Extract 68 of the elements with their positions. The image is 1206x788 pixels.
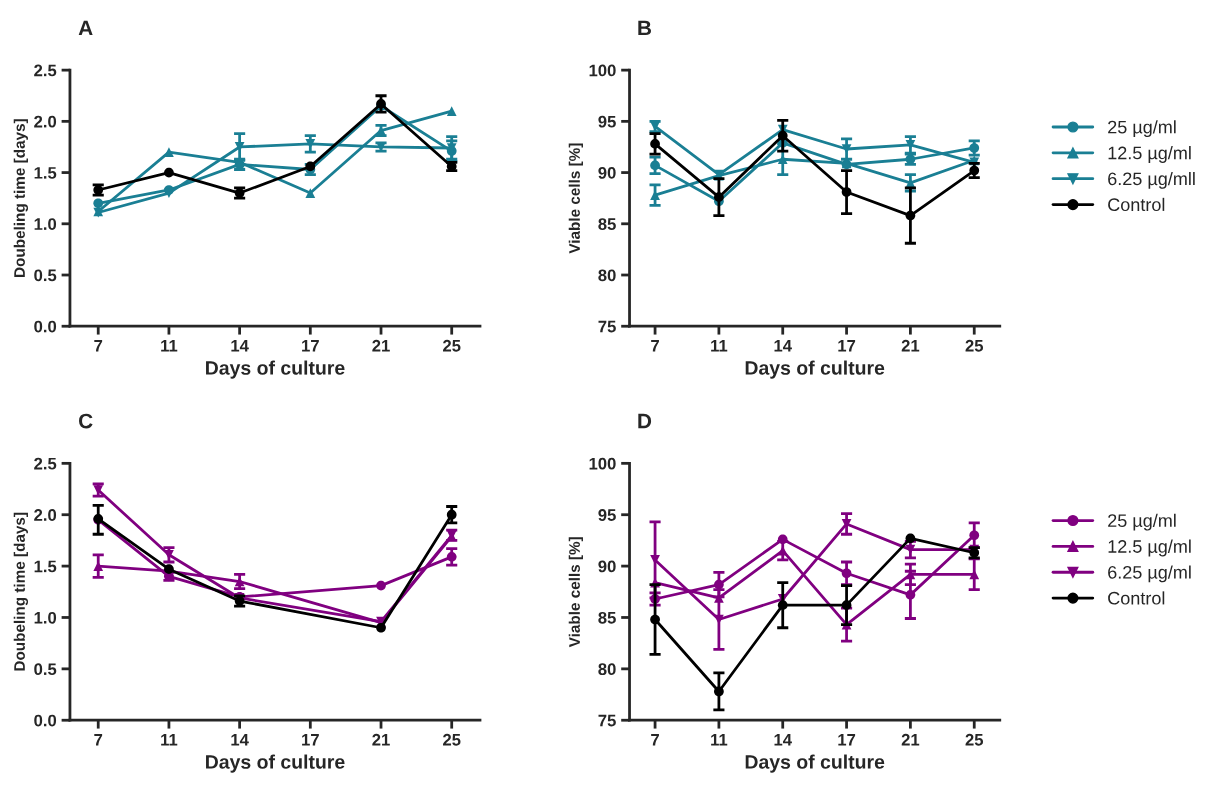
legend-label: 12.5 µg/ml [1108,539,1191,557]
legend-label: 25 µg/ml [1108,120,1176,138]
chart-title: B [638,20,652,36]
x-tick-label: 14 [231,340,249,352]
x-tick-label: 14 [774,340,792,352]
y-tick-label: 2.0 [34,115,57,128]
y-tick-label: 100 [589,64,616,77]
y-tick-label: 0.5 [34,269,57,282]
x-tick-label: 17 [302,340,319,352]
x-tick-label: 21 [901,339,920,352]
chart-title: D [638,413,652,429]
y-tick-label: 0.0 [34,714,57,727]
y-axis-title: Viable cells [%] [568,143,583,254]
x-tick-label: 21 [372,339,390,352]
legend-label: Control [1108,197,1165,212]
x-tick-label: 17 [838,340,856,352]
y-tick-label: 85 [598,611,616,624]
x-tick-label: 25 [965,339,984,352]
x-axis-title: Days of culture [206,360,345,379]
y-axis-title: Viable cells [%] [568,537,583,648]
x-tick-label: 14 [774,734,792,746]
legend-label: 25 µg/ml [1108,513,1176,531]
y-axis-title: Doubeling time [days] [13,119,29,277]
y-axis-title: Doubeling time [days] [13,512,29,671]
y-tick-label: 100 [589,457,616,470]
x-tick-label: 21 [901,733,920,746]
y-tick-label: 1.5 [34,167,57,179]
x-tick-label: 11 [161,340,178,352]
chart-title: A [78,20,93,36]
y-tick-label: 80 [598,663,616,676]
x-tick-label: 11 [711,340,728,352]
y-tick-label: 0.5 [34,663,57,676]
y-tick-label: 1.0 [34,611,57,624]
x-tick-label: 25 [965,733,984,746]
chart-title: C [79,413,93,429]
legend-label: 6.25 µg/ml [1108,565,1191,583]
x-tick-label: 11 [711,734,728,746]
y-tick-label: 2.0 [34,509,57,521]
y-tick-label: 2.5 [34,64,57,77]
y-tick-label: 95 [598,115,616,128]
x-axis-title: Days of culture [745,360,885,379]
y-tick-label: 85 [598,218,616,230]
x-tick-label: 7 [651,340,659,352]
x-axis-title: Days of culture [745,754,885,773]
y-tick-label: 1.0 [34,218,57,230]
y-tick-label: 80 [598,269,616,282]
y-tick-label: 75 [598,320,616,333]
x-tick-label: 21 [372,733,390,746]
x-tick-label: 7 [94,340,103,352]
x-tick-label: 17 [302,734,319,746]
x-tick-label: 7 [651,734,659,746]
x-tick-label: 14 [231,734,249,746]
x-tick-label: 7 [94,734,103,746]
x-tick-label: 25 [443,339,461,352]
y-tick-label: 1.5 [34,560,57,573]
legend-label: Control [1108,591,1165,605]
y-tick-label: 75 [598,714,616,727]
x-axis-title: Days of culture [206,754,345,773]
y-tick-label: 90 [598,560,616,573]
x-tick-label: 11 [161,734,178,746]
y-tick-label: 0.0 [34,320,57,333]
legend-label: 6.25 µg/mll [1108,171,1195,189]
x-tick-label: 17 [838,734,856,746]
y-tick-label: 90 [598,166,616,179]
legend-label: 12.5 µg/ml [1108,146,1191,163]
x-tick-label: 25 [443,733,461,746]
y-tick-label: 95 [598,509,616,521]
y-tick-label: 2.5 [34,457,57,470]
